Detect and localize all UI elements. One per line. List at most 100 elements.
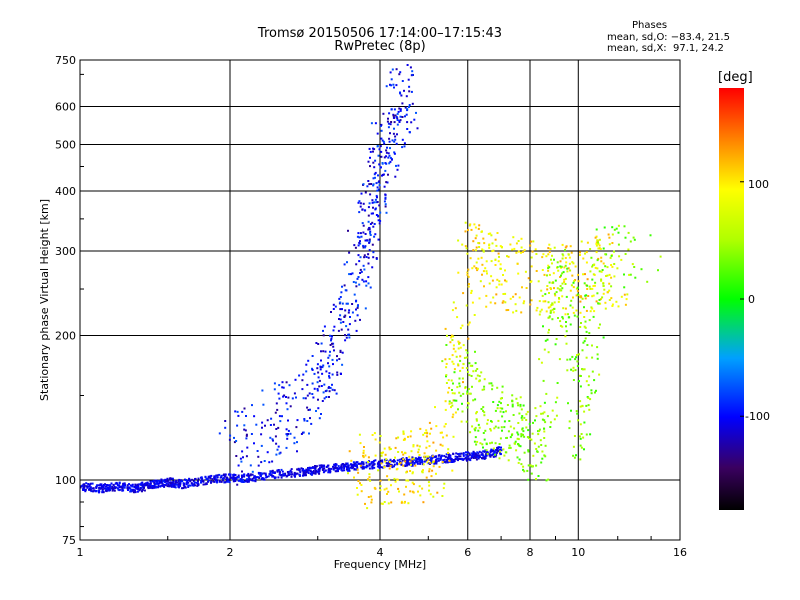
echo-point: [422, 469, 424, 472]
echo-point: [633, 238, 636, 241]
echo-point: [174, 486, 177, 489]
echo-point: [482, 250, 485, 253]
echo-point: [597, 247, 600, 250]
echo-point: [427, 458, 430, 461]
echo-point: [371, 466, 374, 468]
echo-point: [307, 472, 310, 474]
echo-point: [597, 242, 600, 245]
echo-point: [328, 375, 330, 378]
echo-point: [528, 423, 531, 425]
echo-point: [387, 490, 390, 493]
echo-point: [583, 282, 586, 285]
echo-point: [471, 301, 474, 304]
echo-point: [175, 479, 178, 482]
echo-point: [264, 472, 267, 475]
echo-point: [496, 407, 499, 410]
echo-point: [310, 422, 313, 425]
echo-point: [485, 294, 488, 297]
echo-point: [496, 404, 499, 407]
echo-point: [176, 481, 179, 484]
echo-point: [569, 304, 572, 307]
echo-point: [465, 247, 468, 250]
echo-point: [407, 78, 410, 81]
echo-point: [169, 477, 172, 480]
echo-point: [458, 382, 461, 385]
echo-point: [383, 142, 386, 145]
echo-point: [494, 453, 497, 456]
echo-point: [157, 486, 159, 489]
echo-point: [514, 440, 517, 443]
echo-point: [419, 461, 422, 464]
echo-point: [448, 459, 451, 462]
echo-point: [226, 480, 229, 483]
echo-point: [275, 453, 278, 456]
echo-point: [503, 454, 506, 457]
echo-point: [450, 379, 453, 382]
echo-point: [559, 289, 562, 292]
echo-point: [401, 146, 404, 149]
echo-point: [373, 166, 376, 169]
echo-point: [201, 477, 204, 480]
echo-point: [216, 476, 219, 479]
echo-point: [461, 366, 464, 369]
echo-point: [395, 437, 398, 440]
echo-point: [359, 442, 362, 445]
echo-point: [290, 475, 293, 478]
echo-point: [586, 288, 589, 290]
echo-point: [475, 411, 478, 413]
echo-point: [629, 240, 632, 243]
echo-point: [551, 318, 554, 321]
echo-point: [355, 285, 358, 288]
echo-point: [576, 315, 579, 318]
echo-point: [559, 285, 562, 288]
echo-point: [362, 456, 365, 459]
echo-point: [570, 284, 573, 287]
echo-point: [305, 471, 308, 474]
echo-point: [386, 475, 389, 478]
echo-point: [573, 456, 576, 459]
echo-point: [370, 498, 373, 501]
echo-point: [358, 211, 361, 214]
echo-point: [569, 358, 572, 361]
echo-point: [359, 482, 361, 485]
echo-point: [474, 426, 477, 429]
echo-point: [210, 481, 212, 484]
echo-point: [372, 225, 375, 228]
echo-point: [548, 315, 551, 318]
echo-point: [341, 308, 343, 311]
echo-point: [317, 376, 320, 379]
echo-point: [545, 255, 548, 258]
echo-point: [556, 261, 559, 264]
echo-point: [478, 297, 481, 300]
echo-point: [399, 119, 402, 122]
echo-point: [164, 478, 167, 481]
echo-point: [608, 273, 611, 276]
echo-point: [219, 476, 222, 479]
echo-point: [586, 284, 589, 287]
echo-point: [380, 155, 383, 158]
echo-point: [372, 251, 375, 254]
echo-point: [428, 470, 431, 473]
echo-point: [323, 383, 326, 386]
echo-point: [447, 457, 450, 460]
echo-point: [599, 302, 602, 305]
echo-point: [248, 478, 251, 481]
echo-point: [379, 435, 382, 437]
echo-point: [402, 432, 405, 435]
echo-point: [367, 456, 370, 459]
echo-point: [344, 309, 347, 312]
grid: [80, 60, 680, 540]
echo-point: [354, 319, 357, 322]
echo-point: [522, 430, 525, 433]
echo-point: [596, 357, 599, 360]
echo-point: [409, 462, 411, 465]
echo-point: [589, 248, 592, 250]
echo-point: [470, 289, 473, 292]
echo-point: [262, 403, 265, 406]
echo-point: [457, 453, 460, 456]
echo-point: [377, 219, 380, 222]
echo-point: [213, 480, 216, 483]
echo-point: [572, 296, 574, 299]
echo-point: [356, 487, 358, 489]
